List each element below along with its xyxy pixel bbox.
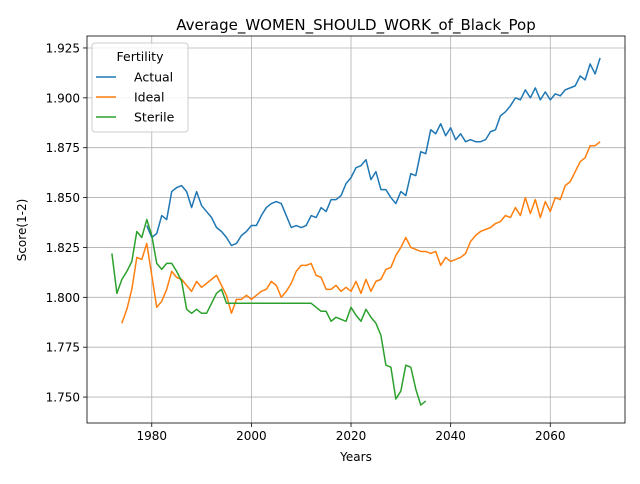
y-tick-label: 1.925 [46, 41, 80, 55]
x-tick-label: 2060 [535, 429, 566, 443]
y-tick-label: 1.800 [46, 291, 80, 305]
y-axis-label: Score(1-2) [15, 199, 29, 262]
x-tick-label: 2020 [336, 429, 367, 443]
x-tick-label: 2000 [236, 429, 267, 443]
x-tick-label: 1980 [136, 429, 167, 443]
plot-frame [86, 35, 626, 424]
x-axis-ticks: 1980 2000 2020 2040 2060 [136, 423, 566, 443]
y-tick-label: 1.875 [46, 141, 80, 155]
legend-label-ideal: Ideal [134, 90, 164, 105]
legend-label-sterile: Sterile [134, 110, 175, 125]
y-tick-label: 1.850 [46, 191, 80, 205]
y-tick-label: 1.825 [46, 241, 80, 255]
series-line-sterile [111, 218, 427, 406]
series-line-actual [146, 57, 601, 247]
legend-label-actual: Actual [134, 70, 173, 85]
y-tick-label: 1.775 [46, 341, 80, 355]
legend: Fertility Actual Ideal Sterile [91, 42, 189, 133]
y-axis-ticks: 1.750 1.775 1.800 1.825 1.850 1.875 1.900 1.925 [46, 41, 87, 405]
legend-entries: Actual Ideal Sterile [96, 70, 175, 125]
chart-title: Average_WOMEN_SHOULD_WORK_of_Black_Pop [176, 16, 536, 35]
series-line-ideal [121, 141, 601, 324]
legend-title: Fertility [117, 49, 165, 64]
x-tick-label: 2040 [435, 429, 466, 443]
y-tick-label: 1.750 [46, 391, 80, 405]
x-axis-label: Years [339, 450, 372, 464]
series-lines [111, 57, 601, 406]
y-tick-label: 1.900 [46, 91, 80, 105]
legend-box [91, 42, 189, 133]
